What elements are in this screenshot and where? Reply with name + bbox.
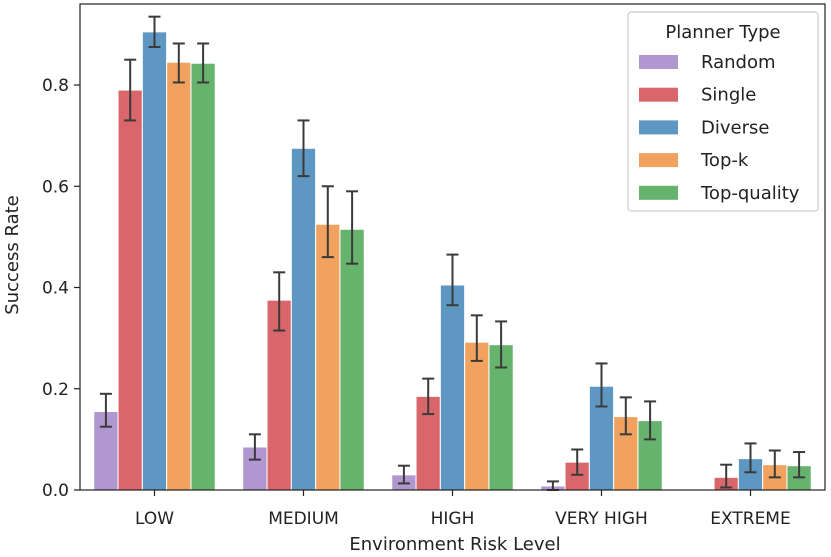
bar bbox=[464, 341, 490, 491]
y-axis: 0.0 0.2 0.4 0.6 0.8 bbox=[42, 76, 80, 501]
y-tick-label: 0.8 bbox=[42, 76, 69, 96]
x-tick-label: HIGH bbox=[431, 509, 475, 529]
y-tick-label: 0.4 bbox=[42, 279, 69, 299]
legend-swatch bbox=[639, 87, 678, 102]
legend-title: Planner Type bbox=[665, 22, 780, 43]
y-tick-label: 0.0 bbox=[42, 481, 69, 501]
legend-swatch bbox=[639, 185, 678, 200]
legend-swatch bbox=[639, 120, 678, 135]
legend-swatch bbox=[639, 55, 678, 69]
bar bbox=[141, 31, 168, 491]
plot-area bbox=[79, 3, 826, 491]
legend-label: Random bbox=[701, 52, 776, 73]
bar bbox=[290, 147, 317, 491]
bar bbox=[315, 223, 341, 491]
bar bbox=[166, 61, 192, 491]
y-tick-label: 0.2 bbox=[42, 380, 69, 400]
x-tick-label: VERY HIGH bbox=[555, 509, 648, 529]
legend-label: Top-quality bbox=[700, 183, 800, 204]
legend-label: Top-k bbox=[700, 150, 749, 171]
y-axis-title: Success Rate bbox=[2, 195, 23, 314]
y-tick-label: 0.6 bbox=[42, 177, 69, 197]
x-axis-title: Environment Risk Level bbox=[349, 534, 560, 555]
bar bbox=[190, 62, 216, 491]
bar bbox=[339, 228, 365, 491]
x-tick-label: LOW bbox=[135, 509, 174, 529]
bar bbox=[439, 284, 466, 491]
legend-label: Diverse bbox=[701, 117, 769, 138]
bar bbox=[117, 89, 143, 491]
legend-swatch bbox=[639, 153, 678, 168]
legend-label: Single bbox=[701, 85, 756, 106]
x-axis: LOW MEDIUM HIGH VERY HIGH EXTREME bbox=[135, 490, 791, 529]
x-tick-label: MEDIUM bbox=[268, 509, 339, 529]
x-tick-label: EXTREME bbox=[710, 509, 790, 529]
legend: Planner Type Random Single Diverse Top-k Top-… bbox=[627, 11, 819, 212]
